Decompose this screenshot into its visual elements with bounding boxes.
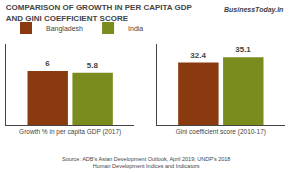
svg-text:BusinessToday.In: BusinessToday.In bbox=[224, 6, 283, 14]
svg-text:Bangladesh: Bangladesh bbox=[46, 25, 83, 33]
svg-text:COMPARISON OF GROWTH IN PER CA: COMPARISON OF GROWTH IN PER CAPITA GDPAN… bbox=[6, 3, 193, 22]
svg-text:India: India bbox=[128, 25, 143, 32]
svg-text:6: 6 bbox=[45, 59, 50, 68]
svg-text:Source: ADB's Asian Developmen: Source: ADB's Asian Development Outlook,… bbox=[62, 156, 230, 169]
svg-text:35.1: 35.1 bbox=[235, 45, 251, 54]
svg-text:Growth % in per capita GDP (20: Growth % in per capita GDP (2017) bbox=[19, 128, 121, 136]
svg-text:5.8: 5.8 bbox=[87, 61, 99, 70]
svg-text:32.4: 32.4 bbox=[190, 51, 206, 60]
svg-text:Gini coefficient score (2010-1: Gini coefficient score (2010-17) bbox=[176, 128, 266, 136]
